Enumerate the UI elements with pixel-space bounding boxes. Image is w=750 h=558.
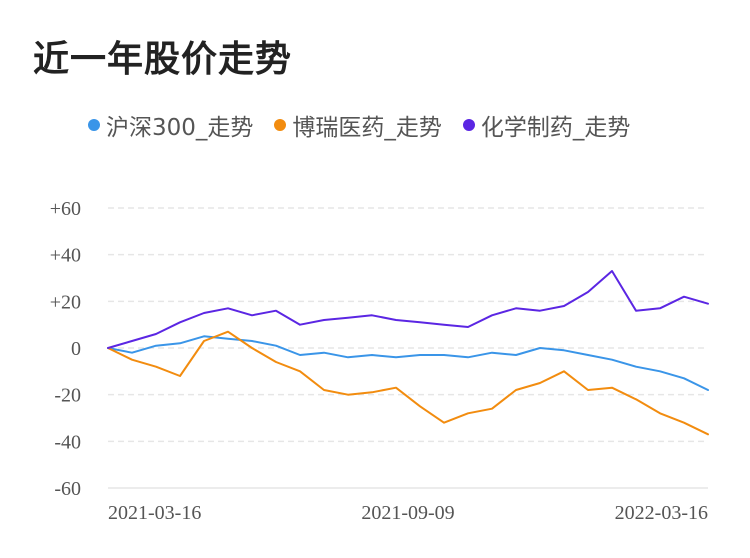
series-line-1 — [107, 330, 709, 436]
chart-title: 近一年股价走势 — [33, 39, 293, 80]
legend-dot-icon — [274, 119, 287, 131]
y-tick-label: -40 — [54, 431, 81, 453]
legend-dot-icon — [462, 119, 475, 131]
series-line-0 — [107, 335, 709, 391]
legend-item-chem-pharma[interactable]: 化学制药_走势 — [462, 108, 631, 142]
y-tick-label: +60 — [50, 198, 81, 220]
legend-label: 博瑞医药_走势 — [292, 115, 442, 141]
legend: 沪深300_走势 博瑞医药_走势 化学制药_走势 — [88, 108, 651, 142]
x-tick-label: 2022-03-16 — [615, 502, 708, 524]
legend-label: 化学制药_走势 — [480, 115, 631, 141]
x-axis-ticks: 2021-03-16 2021-09-09 2022-03-16 — [108, 502, 708, 524]
y-tick-label: -60 — [54, 478, 81, 500]
x-tick-label: 2021-03-16 — [108, 502, 201, 524]
series-line-2 — [107, 270, 709, 349]
legend-label: 沪深300_走势 — [106, 115, 254, 141]
x-tick-label: 2021-09-09 — [361, 502, 454, 524]
y-tick-label: 0 — [71, 338, 81, 360]
y-tick-label: +40 — [50, 245, 81, 267]
gridlines — [108, 207, 708, 489]
legend-item-borui[interactable]: 博瑞医药_走势 — [274, 108, 442, 142]
y-axis-ticks: +60 +40 +20 0 -20 -40 -60 — [50, 198, 81, 500]
series-lines — [107, 270, 709, 436]
y-tick-label: +20 — [50, 291, 81, 313]
y-tick-label: -20 — [54, 385, 81, 407]
legend-dot-icon — [88, 119, 100, 131]
legend-item-hs300[interactable]: 沪深300_走势 — [88, 108, 253, 142]
